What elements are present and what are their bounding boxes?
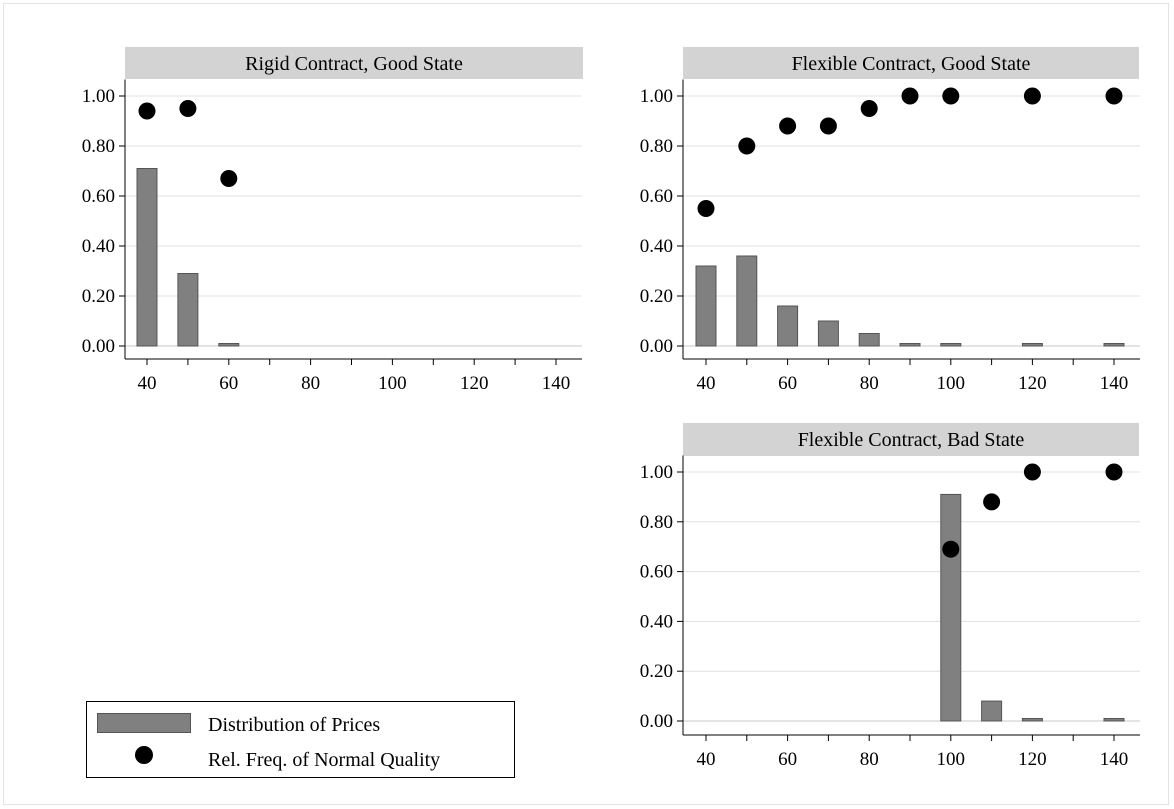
x-tick-label: 120: [1018, 373, 1047, 394]
y-tick-label: 0.60: [640, 186, 673, 207]
chart-panel-flexible-good: Flexible Contract, Good State 0.00 0.20 0.4…: [640, 47, 1140, 394]
y-tick-label: 0.40: [82, 236, 115, 257]
x-tick-label: 80: [860, 749, 879, 770]
y-tick-label: 0.20: [82, 286, 115, 307]
panel-title: Flexible Contract, Good State: [792, 53, 1031, 75]
quality-point: [819, 117, 837, 135]
quality-point: [138, 102, 156, 120]
panel-title: Rigid Contract, Good State: [245, 53, 463, 75]
chart-panel-rigid-good: Rigid Contract, Good State 0.00 0.20 0.40 0.…: [82, 47, 583, 394]
y-tick-label: 0.00: [640, 711, 673, 732]
quality-point: [1023, 87, 1041, 105]
x-tick-label: 140: [1100, 749, 1129, 770]
price-bar: [1021, 343, 1043, 347]
quality-point: [1023, 463, 1041, 481]
price-bar: [858, 333, 880, 347]
panel-title-band: [683, 47, 1139, 79]
y-tick-label: 0.60: [82, 186, 115, 207]
x-tick-label: 100: [378, 373, 407, 394]
legend-marker-dot: [135, 746, 153, 764]
x-tick-label: 80: [860, 373, 879, 394]
y-tick-label: 0.20: [640, 661, 673, 682]
chart-legend: Distribution of Prices Rel. Freq. of Nor…: [86, 701, 515, 778]
quality-point: [738, 137, 756, 155]
y-tick-label: 1.00: [82, 86, 115, 107]
y-tick-label: 0.80: [82, 136, 115, 157]
legend-bar-label: Distribution of Prices: [208, 714, 381, 736]
y-tick-label: 0.80: [640, 512, 673, 533]
quality-point: [942, 540, 960, 558]
y-tick-label: 1.00: [640, 86, 673, 107]
y-tick-label: 0.60: [640, 562, 673, 583]
price-bar: [1021, 718, 1043, 722]
price-bar: [981, 700, 1003, 722]
y-tick-label: 0.20: [640, 286, 673, 307]
x-tick-label: 60: [778, 749, 797, 770]
quality-point: [942, 87, 960, 105]
y-tick-label: 0.40: [640, 611, 673, 632]
x-tick-label: 60: [219, 373, 238, 394]
chart-panel-flexible-bad: Flexible Contract, Bad State 0.00 0.20 0.40…: [640, 423, 1140, 770]
panel-title-band: [683, 423, 1139, 456]
quality-point: [1105, 87, 1123, 105]
figure-frame: [3, 3, 1169, 805]
price-bar: [736, 255, 758, 347]
legend-item-markers: Rel. Freq. of Normal Quality: [87, 740, 514, 771]
price-bar: [695, 265, 717, 347]
price-bar: [899, 343, 921, 347]
x-tick-label: 80: [301, 373, 320, 394]
price-bar: [1103, 718, 1125, 722]
x-tick-label: 100: [937, 373, 966, 394]
x-tick-label: 40: [697, 373, 716, 394]
x-tick-label: 120: [460, 373, 489, 394]
quality-point: [220, 170, 238, 187]
legend-bar-swatch: [97, 713, 191, 733]
price-bar: [940, 493, 962, 722]
price-bar: [1103, 343, 1125, 347]
y-tick-label: 0.40: [640, 236, 673, 257]
panel-title-band: [125, 47, 583, 79]
quality-point: [1105, 463, 1123, 481]
price-bar: [940, 343, 962, 347]
quality-point: [779, 117, 797, 135]
x-tick-label: 100: [937, 749, 966, 770]
y-tick-label: 1.00: [640, 462, 673, 483]
x-tick-label: 120: [1018, 749, 1047, 770]
y-tick-label: 0.00: [640, 336, 673, 357]
x-tick-label: 140: [542, 373, 571, 394]
x-tick-label: 60: [778, 373, 797, 394]
x-tick-label: 140: [1100, 373, 1129, 394]
x-tick-label: 40: [138, 373, 157, 394]
legend-item-bars: Distribution of Prices: [87, 705, 514, 736]
price-bar: [136, 168, 158, 347]
price-bar: [177, 273, 199, 347]
quality-point: [901, 87, 919, 105]
y-tick-label: 0.80: [640, 136, 673, 157]
quality-point: [697, 200, 715, 217]
legend-marker-label: Rel. Freq. of Normal Quality: [208, 749, 441, 771]
price-bar: [817, 320, 839, 347]
panel-title: Flexible Contract, Bad State: [798, 429, 1025, 451]
x-tick-label: 40: [697, 749, 716, 770]
y-tick-label: 0.00: [82, 336, 115, 357]
quality-point: [860, 100, 878, 117]
quality-point: [179, 100, 197, 117]
price-bar: [218, 343, 240, 347]
quality-point: [983, 493, 1001, 511]
price-bar: [777, 305, 799, 347]
